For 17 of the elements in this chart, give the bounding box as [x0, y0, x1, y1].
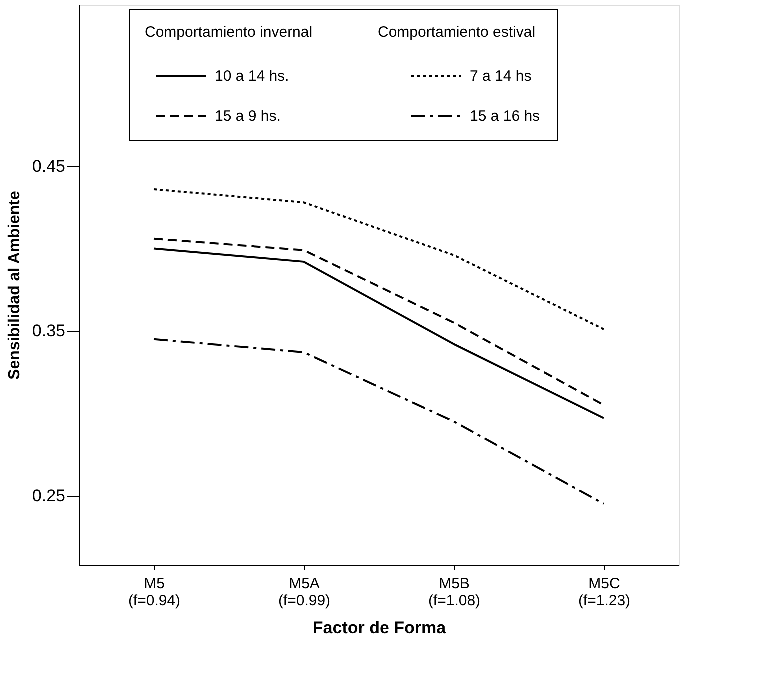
x-tick-label: M5A (f=0.99) [278, 576, 331, 610]
legend-label: 7 a 14 hs [470, 68, 532, 85]
y-tick-label: 0.25 [32, 486, 66, 506]
line-series [153, 338, 605, 506]
legend-label: 15 a 16 hs [470, 108, 540, 125]
y-axis-title: Sensibilidad al Ambiente [6, 191, 24, 380]
x-axis-title: Factor de Forma [312, 618, 447, 638]
legend-label: 10 a 14 hs. [215, 68, 290, 85]
x-tick-label: M5C (f=1.23) [578, 576, 631, 610]
y-tick-label: 0.45 [32, 156, 66, 176]
y-tick-label: 0.35 [32, 322, 66, 341]
line-series [153, 188, 605, 330]
annotation: Comportamiento estival [378, 24, 536, 41]
annotation: Comportamiento invernal [145, 24, 313, 41]
legend-label: 15 a 9 hs. [215, 108, 281, 125]
x-tick-label: M5B (f=1.08) [428, 576, 481, 610]
x-tick-label: M5 (f=0.94) [128, 576, 181, 610]
